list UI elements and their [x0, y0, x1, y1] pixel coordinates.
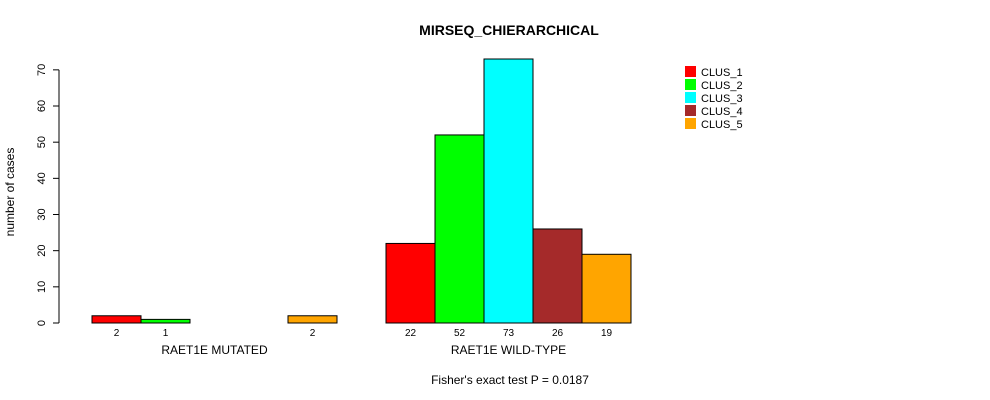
y-axis-label: number of cases: [3, 148, 17, 237]
count-label: 73: [503, 328, 515, 339]
count-label: 22: [405, 328, 417, 339]
legend-swatch: [685, 66, 696, 77]
legend-label: CLUS_5: [701, 119, 743, 131]
bar-clus-4-group-2: [532, 228, 583, 324]
count-labels: 2 1 2 22 52 73 26 19: [114, 328, 613, 339]
bar-clus-1-group-2: [385, 242, 436, 324]
bar-clus-2-group-1: [140, 318, 191, 324]
group-labels: RAET1E MUTATED RAET1E WILD-TYPE: [161, 343, 566, 357]
legend-label: CLUS_4: [701, 106, 743, 118]
legend-label: CLUS_2: [701, 80, 743, 92]
y-tick-label: 60: [36, 100, 48, 112]
legend-label: CLUS_1: [701, 67, 743, 79]
bar-clus-1-group-1: [91, 315, 142, 324]
legend-swatch: [685, 92, 696, 103]
group-label: RAET1E WILD-TYPE: [451, 343, 566, 357]
y-tick-label: 40: [36, 172, 48, 184]
legend-swatch: [685, 105, 696, 116]
y-tick-label: 0: [36, 320, 48, 326]
bar-clus-5-group-2: [581, 253, 632, 324]
chart-title: MIRSEQ_CHIERARCHICAL: [419, 22, 599, 38]
legend-swatch: [685, 79, 696, 90]
count-label: 2: [114, 328, 120, 339]
y-tick-label: 50: [36, 136, 48, 148]
fisher-test-footer: Fisher's exact test P = 0.0187: [431, 373, 589, 387]
count-label: 1: [163, 328, 169, 339]
y-tick-label: 70: [36, 64, 48, 76]
y-tick-label: 20: [36, 245, 48, 257]
bars: [91, 58, 632, 324]
bar-clus-3-group-2: [483, 58, 534, 324]
y-tick-label: 30: [36, 208, 48, 220]
group-label: RAET1E MUTATED: [161, 343, 268, 357]
count-label: 19: [601, 328, 613, 339]
y-axis: 0 10 20 30 40 50 60 70: [36, 64, 60, 326]
count-label: 2: [310, 328, 316, 339]
count-label: 52: [454, 328, 466, 339]
bar-clus-5-group-1: [287, 315, 338, 324]
legend-swatch: [685, 118, 696, 129]
legend-label: CLUS_3: [701, 93, 743, 105]
count-label: 26: [552, 328, 564, 339]
bar-clus-2-group-2: [434, 134, 485, 324]
y-tick-label: 10: [36, 281, 48, 293]
